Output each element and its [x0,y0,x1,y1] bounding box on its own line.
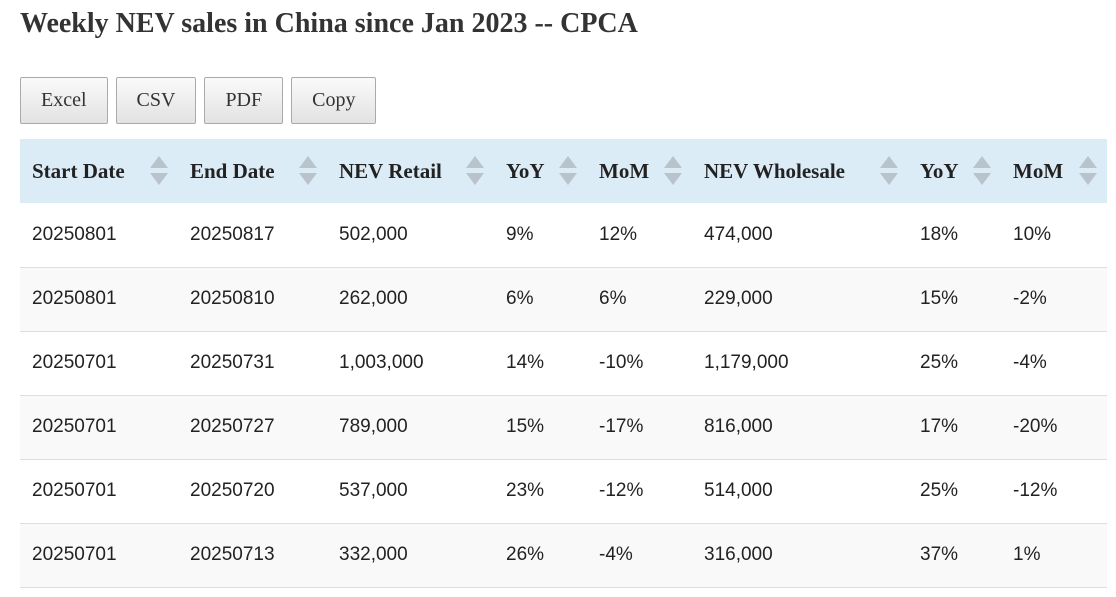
column-header[interactable]: End Date [178,139,327,203]
export-button[interactable]: Copy [291,77,377,124]
table-cell: 789,000 [327,395,494,460]
table-cell: 20250727 [178,395,327,460]
table-cell: 14% [494,331,587,396]
table-cell: 15% [494,395,587,460]
table-row: 20250701 20250727 789,000 15% -17% 816,000 17%… [20,395,1107,460]
table-cell: 514,000 [692,459,908,524]
table-cell: 25% [908,331,1001,396]
table-cell: -10% [587,331,692,396]
table-cell: -4% [587,523,692,588]
table-cell: 20250810 [178,267,327,332]
column-header[interactable]: NEV Wholesale [692,139,908,203]
table-cell: 474,000 [692,203,908,268]
table-cell: -17% [587,395,692,460]
table-cell: 20250701 [20,459,178,524]
table-cell: -4% [1001,331,1107,396]
table-cell: 9% [494,203,587,268]
table-cell: 25% [908,459,1001,524]
title: Weekly NEV sales in China since Jan 2023… [20,8,638,39]
table-cell: -20% [1001,395,1107,460]
table-cell: 816,000 [692,395,908,460]
table-cell: 15% [908,267,1001,332]
table-cell: 20250801 [20,203,178,268]
header-row: Start Date End Date NEV Retail YoY MoM NEV Wh… [20,139,1107,203]
table-cell: 6% [494,267,587,332]
table-body: 20250801 20250817 502,000 9% 12% 474,000 18% 10… [20,203,1107,588]
table-cell: 18% [908,203,1001,268]
column-header[interactable]: NEV Retail [327,139,494,203]
column-header[interactable]: MoM [1001,139,1107,203]
export-button[interactable]: Excel [20,77,108,124]
table-cell: 20250701 [20,523,178,588]
table-row: 20250701 20250731 1,003,000 14% -10% 1,179,00… [20,331,1107,396]
table-cell: 20250701 [20,395,178,460]
table-cell: 502,000 [327,203,494,268]
table-cell: 10% [1001,203,1107,268]
table-cell: 20250701 [20,331,178,396]
table-cell: 26% [494,523,587,588]
table-cell: -12% [1001,459,1107,524]
table-cell: 20250801 [20,267,178,332]
table-cell: 12% [587,203,692,268]
table-cell: 332,000 [327,523,494,588]
table-row: 20250701 20250720 537,000 23% -12% 514,000 25%… [20,459,1107,524]
table-cell: 37% [908,523,1001,588]
table-row: 20250801 20250817 502,000 9% 12% 474,000 18% 10… [20,203,1107,268]
table-cell: 1,003,000 [327,331,494,396]
column-header[interactable]: YoY [494,139,587,203]
table-row: 20250701 20250713 332,000 26% -4% 316,000 37% 1… [20,523,1107,588]
table-cell: -12% [587,459,692,524]
table-cell: 20250713 [178,523,327,588]
sales-table: Start Date End Date NEV Retail YoY MoM NEV Wh… [20,139,1107,588]
column-header[interactable]: MoM [587,139,692,203]
table-cell: 20250731 [178,331,327,396]
table-cell: 316,000 [692,523,908,588]
table-cell: 1% [1001,523,1107,588]
table-cell: 23% [494,459,587,524]
export-button[interactable]: CSV [115,77,197,124]
table-cell: 1,179,000 [692,331,908,396]
export-buttons: Excel CSV PDF Copy [20,77,377,124]
column-header[interactable]: YoY [908,139,1001,203]
table-cell: 20250720 [178,459,327,524]
table-cell: 229,000 [692,267,908,332]
table-cell: -2% [1001,267,1107,332]
column-header[interactable]: Start Date [20,139,178,203]
table-cell: 20250817 [178,203,327,268]
table-cell: 17% [908,395,1001,460]
table-cell: 6% [587,267,692,332]
table-cell: 262,000 [327,267,494,332]
export-button[interactable]: PDF [204,77,284,124]
table-cell: 537,000 [327,459,494,524]
table-row: 20250801 20250810 262,000 6% 6% 229,000 15% -2% [20,267,1107,332]
